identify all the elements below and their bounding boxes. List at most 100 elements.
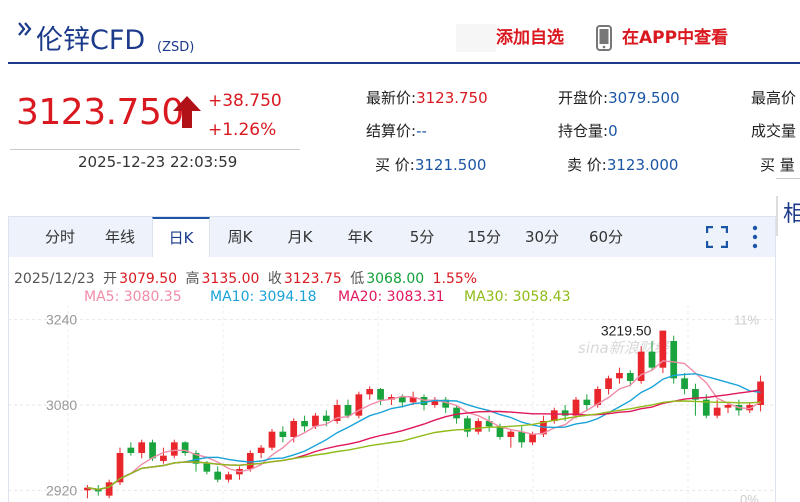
- candle-body[interactable]: [713, 407, 721, 416]
- candle-body[interactable]: [257, 447, 265, 453]
- candle-body[interactable]: [246, 453, 254, 469]
- candle-body[interactable]: [105, 482, 113, 496]
- tab-5[interactable]: 年K: [347, 228, 373, 246]
- ma5-line: [87, 360, 761, 491]
- candle-body[interactable]: [464, 418, 471, 432]
- candle-body[interactable]: [746, 405, 754, 411]
- candle-body[interactable]: [138, 442, 146, 453]
- candle-body[interactable]: [594, 389, 602, 405]
- candle-body[interactable]: [170, 442, 178, 456]
- candle-body[interactable]: [322, 415, 330, 421]
- candle-body[interactable]: [442, 399, 450, 408]
- chart-panel: [8, 216, 776, 502]
- tab-7[interactable]: 15分: [466, 228, 502, 246]
- candle-body[interactable]: [420, 397, 428, 405]
- ohlc-low: 3068.00: [366, 271, 425, 287]
- candle-body[interactable]: [572, 399, 580, 416]
- candle-body[interactable]: [659, 330, 667, 368]
- candle-body[interactable]: [344, 405, 352, 416]
- ohlc-close-label: 收: [267, 271, 282, 287]
- candle-body[interactable]: [583, 399, 591, 405]
- candle-body[interactable]: [312, 415, 319, 427]
- tab-1[interactable]: 年线: [104, 228, 135, 246]
- quote-open-value: 3079.500: [608, 89, 680, 107]
- candle-body[interactable]: [561, 410, 569, 416]
- right-tick-label: 11%: [734, 313, 759, 328]
- candle-body[interactable]: [605, 378, 612, 389]
- candle-body[interactable]: [724, 405, 732, 408]
- tab-3[interactable]: 周K: [227, 228, 253, 246]
- max-price-label: 3219.50: [601, 323, 652, 339]
- candle-body[interactable]: [648, 351, 656, 368]
- candle-body[interactable]: [616, 373, 623, 379]
- candle-body[interactable]: [225, 474, 232, 480]
- candle-body[interactable]: [181, 442, 189, 453]
- candle-body[interactable]: [507, 431, 515, 437]
- candle-body[interactable]: [398, 397, 406, 403]
- tab-2[interactable]: 日K: [152, 217, 210, 257]
- ma5-label: MA5: 3080.35: [84, 289, 182, 305]
- candle-body[interactable]: [268, 431, 276, 448]
- candle-body[interactable]: [637, 351, 645, 381]
- candle-body[interactable]: [388, 397, 395, 400]
- quote-settle-label: 结算价:: [366, 122, 417, 140]
- candle-body[interactable]: [453, 407, 460, 419]
- y-tick-label: 2920: [46, 482, 77, 498]
- candle-body[interactable]: [377, 389, 384, 400]
- candle-body[interactable]: [214, 471, 222, 480]
- tab-4[interactable]: 月K: [287, 228, 313, 246]
- ohlc-percent: 1.55%: [432, 271, 478, 287]
- candle-body[interactable]: [702, 399, 710, 416]
- tab-9[interactable]: 60分: [588, 228, 624, 246]
- side-panel-tab[interactable]: 相: [783, 202, 800, 227]
- fullscreen-icon[interactable]: [706, 226, 728, 248]
- side-divider: [776, 178, 800, 179]
- candle-body[interactable]: [496, 426, 504, 437]
- candle-body[interactable]: [431, 399, 439, 405]
- candle-body[interactable]: [301, 421, 308, 427]
- candle-body[interactable]: [116, 453, 124, 483]
- more-options-icon[interactable]: [750, 225, 760, 249]
- candle-body[interactable]: [366, 389, 374, 395]
- quote-open: 开盘价:3079.500: [558, 87, 680, 108]
- tab-8[interactable]: 30分: [524, 228, 560, 246]
- candle-body[interactable]: [203, 463, 211, 472]
- candle-body[interactable]: [485, 421, 493, 427]
- candle-body[interactable]: [84, 487, 91, 491]
- quote-time: 2025-12-23 22:03:59: [78, 153, 238, 171]
- candle-body[interactable]: [192, 453, 200, 464]
- candle-body[interactable]: [127, 447, 135, 453]
- candle-body[interactable]: [333, 405, 341, 421]
- candle-body[interactable]: [681, 378, 688, 389]
- candle-body[interactable]: [550, 410, 558, 421]
- quote-oi-value: 0: [608, 122, 618, 140]
- tab-0[interactable]: 分时: [44, 228, 75, 246]
- candle-body[interactable]: [670, 341, 678, 379]
- candle-body[interactable]: [529, 434, 536, 443]
- quote-settle-value: --: [416, 122, 427, 140]
- add-favorite-button[interactable]: 添加自选: [496, 28, 564, 48]
- quote-latest-value: 3123.750: [416, 89, 488, 107]
- quote-bid-volume: 买 量: [760, 154, 795, 175]
- candle-body[interactable]: [518, 431, 526, 443]
- candle-body[interactable]: [94, 489, 102, 492]
- candle-body[interactable]: [474, 421, 482, 432]
- tab-6[interactable]: 5分: [409, 228, 435, 246]
- right-tick-label: 0%: [740, 492, 759, 502]
- candle-body[interactable]: [626, 373, 634, 381]
- view-in-app-button[interactable]: 在APP中查看: [622, 28, 729, 48]
- candle-body[interactable]: [692, 389, 699, 400]
- ma20-label: MA20: 3083.31: [338, 289, 445, 305]
- candle-body[interactable]: [149, 442, 156, 459]
- last-price: 3123.750: [16, 92, 184, 133]
- candle-body[interactable]: [290, 421, 298, 437]
- candle-body[interactable]: [160, 455, 167, 461]
- candle-body[interactable]: [757, 381, 764, 405]
- candle-body[interactable]: [279, 431, 287, 437]
- double-chevron-icon: [18, 22, 32, 36]
- candle-body[interactable]: [355, 394, 363, 416]
- candle-body[interactable]: [409, 397, 417, 403]
